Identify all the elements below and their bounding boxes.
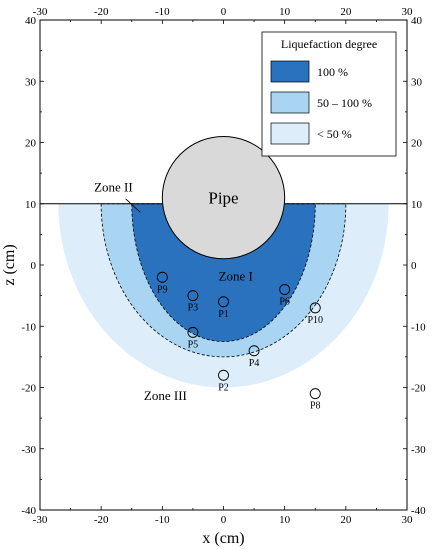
point-label: P8 [310,401,321,412]
x-tick-label: 20 [340,514,352,526]
zone-label: Zone II [94,180,133,195]
pipe: Pipe [161,135,286,260]
point-marker [156,271,168,283]
y-tick-label-right: 40 [411,15,423,27]
y-tick-label: -30 [21,444,36,456]
y-tick-label-right: -30 [411,444,426,456]
y-axis-label: z (cm) [1,244,18,285]
pipe-label: Pipe [208,189,238,208]
x-tick-label-top: 30 [402,6,414,18]
legend-swatch [270,91,310,114]
point-label: P9 [157,284,168,295]
y-tick-label: 40 [25,15,37,27]
point-marker [309,302,321,314]
x-tick-label: -30 [33,514,48,526]
point-label: P6 [279,297,290,308]
y-tick-label-right: 20 [411,138,423,150]
x-tick-label-top: -30 [33,6,48,18]
x-axis-label: x (cm) [202,530,244,547]
x-tick-label: -20 [94,514,109,526]
y-tick-label-right: -40 [411,505,426,517]
legend: Liquefaction degree 100 % 50 – 100 % < 50 … [261,31,397,157]
legend-label: 50 – 100 % [317,96,372,110]
x-tick-label-top: -20 [94,6,109,18]
y-tick-label-right: -20 [411,383,426,395]
y-tick-label: 20 [25,138,37,150]
point-label: P10 [307,315,323,326]
y-tick-label-right: 0 [411,260,417,272]
point-label: P2 [218,382,229,393]
y-tick-label: -20 [21,383,36,395]
x-tick-label: 0 [221,514,227,526]
measurement-points: P1 P2 P3 P4 P5 P6 P8 P9 P10 [156,271,323,412]
zone-label: Zone III [144,388,187,403]
legend-title: Liquefaction degree [281,37,377,51]
pipe-circle [161,135,286,260]
point-marker [187,290,199,302]
y-tick-label-right: -10 [411,321,426,333]
point-marker [309,388,321,400]
x-tick-label: 10 [279,514,291,526]
legend-label: 100 % [317,65,348,79]
y-tick-label-right: 30 [411,76,423,88]
point-marker [187,326,199,338]
point-label: P5 [188,339,199,350]
legend-swatch [270,60,310,83]
legend-label: < 50 % [317,127,352,141]
zone-labels: Zone III Zone II Zone I [94,180,253,403]
point-marker [218,296,229,308]
y-tick-label: -10 [21,321,36,333]
y-tick-label: 30 [25,76,37,88]
y-tick-label-right: 10 [411,199,423,211]
x-tick-label-top: 10 [279,6,291,18]
y-tick-label: -40 [21,505,36,517]
point-label: P1 [218,309,229,320]
point-marker [218,369,229,381]
point-label: P3 [188,303,199,314]
x-tick-label: 30 [402,514,414,526]
point-marker [248,345,260,357]
y-tick-label: 10 [25,199,37,211]
x-tick-label-top: 20 [340,6,352,18]
zone-label: Zone I [219,268,253,283]
legend-swatch [270,122,310,145]
point-marker [279,284,291,295]
x-tick-label-top: 0 [221,6,227,18]
x-tick-label-top: -10 [155,6,170,18]
x-tick-label: -10 [155,514,170,526]
y-tick-label: 0 [31,260,37,272]
point-label: P4 [249,358,260,369]
zone-ii-pointer [125,198,141,213]
